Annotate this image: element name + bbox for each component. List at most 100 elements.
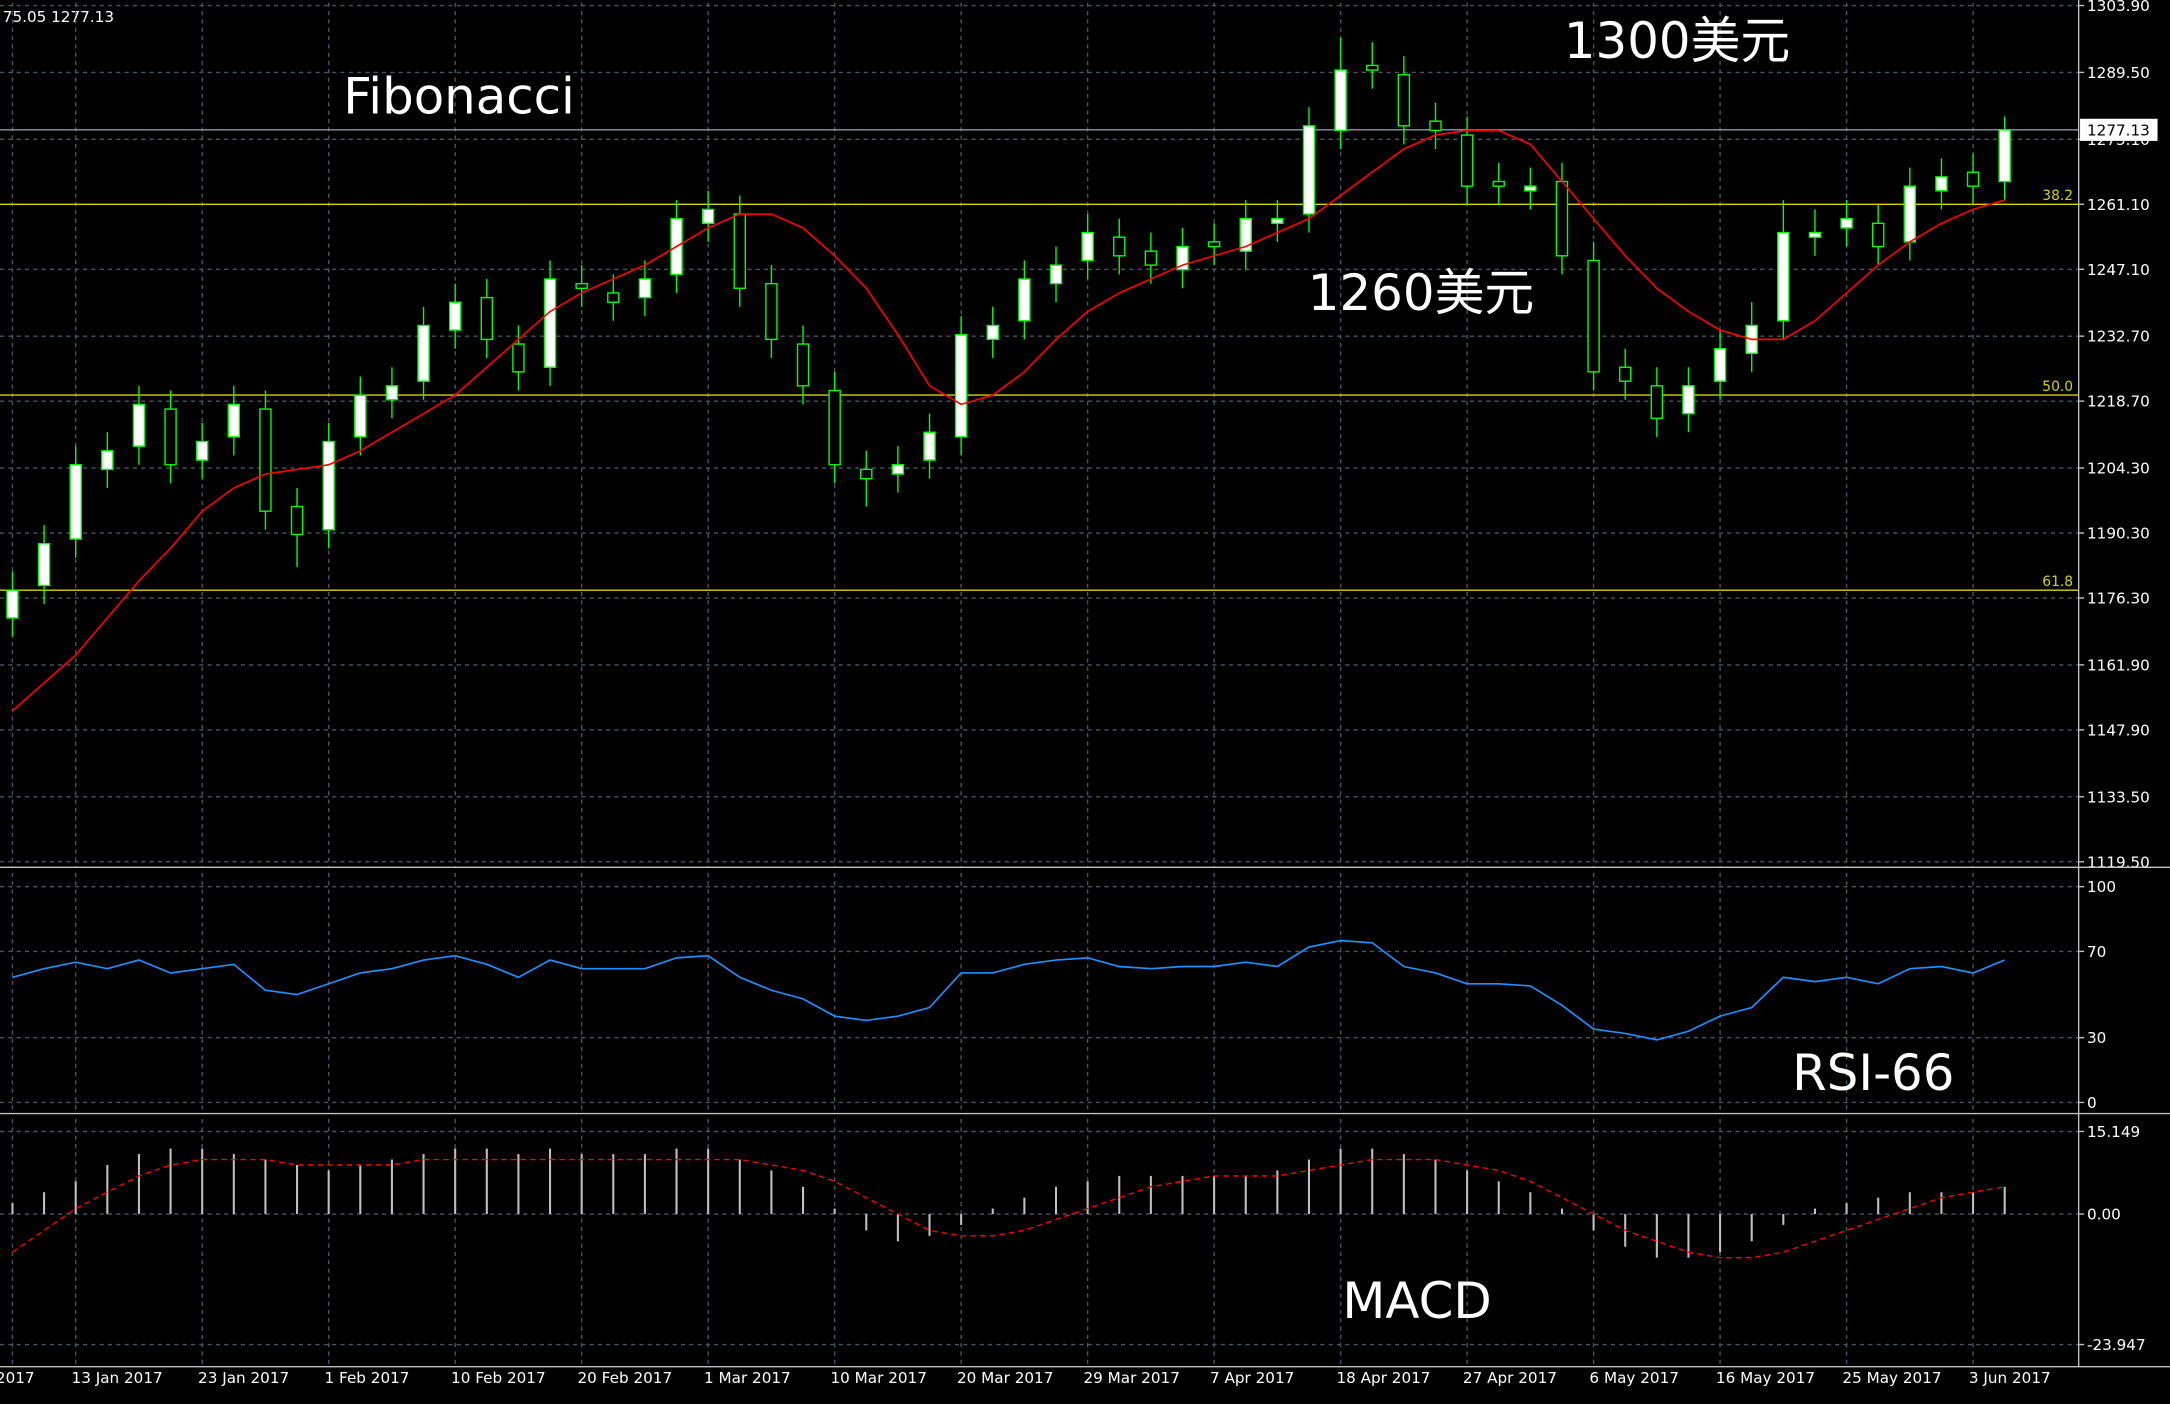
candle-body (1018, 278, 1031, 322)
candle-body (954, 334, 968, 438)
x-tick-label: 1 Feb 2017 (325, 1369, 410, 1387)
candle-body (385, 385, 399, 401)
y-tick-label: 1232.70 (2087, 328, 2150, 346)
candle-body (765, 282, 778, 341)
y-tick-label: 1190.30 (2087, 525, 2150, 543)
candle-body (1492, 180, 1505, 187)
x-tick-label: 3 Jun 2017 (1969, 1369, 2051, 1387)
candle-body (1524, 185, 1537, 192)
x-tick-label: 23 Jan 2017 (198, 1369, 289, 1387)
candle-body (1366, 64, 1379, 71)
candle-body (1871, 222, 1885, 248)
y-tick-label: 1261.10 (2087, 196, 2150, 214)
x-tick-label: 18 Apr 2017 (1336, 1369, 1430, 1387)
candle-body (1302, 125, 1316, 215)
candle-body (417, 324, 430, 382)
x-tick-label: 29 Mar 2017 (1083, 1369, 1179, 1387)
annotation: 1300美元 (1564, 12, 1790, 70)
candle-body (701, 208, 715, 224)
y-tick-label: 100 (2087, 878, 2116, 896)
candle-body (1081, 231, 1094, 262)
candle-body (986, 324, 999, 341)
candle-body (1777, 231, 1790, 322)
candle-body (1618, 366, 1632, 382)
candle-body (1334, 69, 1347, 132)
candle-body (1271, 217, 1284, 224)
candle-body (575, 282, 588, 290)
price-label: 1277.13 (2087, 121, 2150, 139)
x-tick-label: 20 Feb 2017 (578, 1369, 673, 1387)
y-tick-label: 15.149 (2087, 1123, 2140, 1141)
x-tick-label: 7 Apr 2017 (1210, 1369, 1294, 1387)
candle-body (1144, 250, 1158, 266)
candle-body (1587, 259, 1600, 373)
candle-body (512, 343, 525, 373)
x-tick-label: 20 Mar 2017 (957, 1369, 1053, 1387)
candle-body (195, 440, 209, 461)
moving-average (11, 129, 2005, 712)
y-tick-label: 1218.70 (2087, 393, 2150, 411)
fib-label: 38.2 (2042, 188, 2073, 204)
header: 75.05 1277.13 (3, 8, 114, 26)
candle-body (1808, 231, 1822, 238)
fib-label: 61.8 (2042, 574, 2073, 590)
y-tick-label: 30 (2087, 1029, 2106, 1047)
candle-body (290, 505, 304, 536)
candle-body (6, 589, 19, 619)
price-box (2080, 118, 2158, 141)
x-tick-label: 1 Mar 2017 (704, 1369, 791, 1387)
candle-body (1555, 180, 1569, 257)
rsi-line (12, 939, 2006, 1041)
annotation: Fibonacci (343, 67, 575, 125)
candle-body (1966, 171, 1980, 187)
x-tick-label: 10 Mar 2017 (830, 1369, 926, 1387)
candle-body (1840, 217, 1853, 229)
x-tick-label: 16 May 2017 (1716, 1369, 1815, 1387)
y-tick-label: 1147.90 (2087, 721, 2150, 739)
candle-body (1650, 385, 1664, 420)
x-tick-label: 13 Jan 2017 (72, 1369, 163, 1387)
candle-body (638, 278, 652, 299)
y-tick-label: 1119.50 (2087, 853, 2150, 871)
annotation: 1260美元 (1308, 264, 1534, 322)
candle-body (259, 408, 272, 512)
candle-body (1713, 347, 1727, 382)
x-tick-label: 27 Apr 2017 (1463, 1369, 1557, 1387)
candle-body (1239, 217, 1252, 252)
candle-body (1998, 129, 2011, 183)
y-tick-label: 0.00 (2087, 1206, 2121, 1224)
annotation: MACD (1342, 1272, 1491, 1330)
candle-body (37, 543, 51, 587)
candle-body (69, 464, 82, 540)
y-tick-label: 1303.90 (2087, 0, 2150, 15)
x-tick-label: 10 Feb 2017 (451, 1369, 546, 1387)
candle-body (733, 213, 747, 290)
candle-body (1113, 236, 1126, 257)
candle-body (1682, 385, 1695, 415)
candle-body (1207, 241, 1221, 248)
x-tick-label: 2017 (0, 1369, 35, 1387)
annotation: RSI-66 (1792, 1044, 1954, 1102)
candle-body (132, 403, 146, 447)
candle-body (101, 450, 114, 471)
candle-body (227, 403, 241, 438)
y-tick-label: 1204.30 (2087, 460, 2150, 478)
candle-body (923, 431, 936, 461)
candle-body (1903, 185, 1917, 243)
y-tick-label: 1161.90 (2087, 656, 2150, 674)
candle-body (1460, 134, 1474, 187)
y-tick-label: -23.947 (2087, 1336, 2146, 1354)
fib-label: 50.0 (2042, 379, 2073, 395)
y-tick-label: 1176.30 (2087, 590, 2150, 608)
candle-body (322, 440, 335, 531)
candle-body (1049, 264, 1063, 285)
x-tick-label: 25 May 2017 (1842, 1369, 1941, 1387)
candle-body (543, 278, 557, 368)
signal-line (12, 1158, 2005, 1259)
candle-body (354, 394, 367, 438)
candle-body (607, 292, 620, 303)
candle-body (1397, 74, 1411, 127)
